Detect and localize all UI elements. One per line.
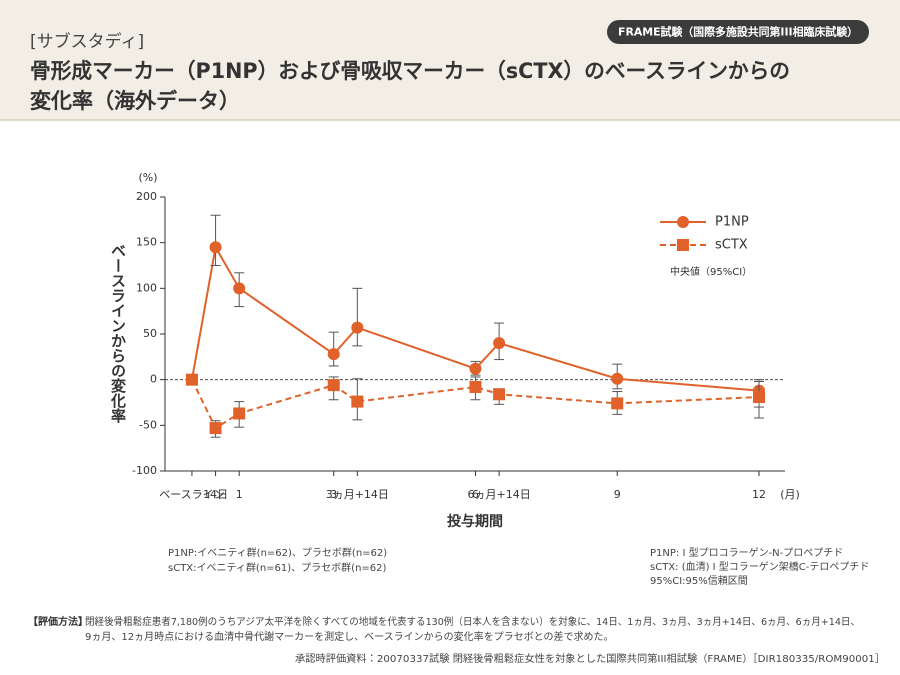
x-axis-title: 投与期間 [447,513,503,530]
footnote: P1NP: I 型プロコラーゲン-N-プロペプチド [650,546,843,559]
title: 変化率（海外データ） [30,89,240,113]
marker [493,337,506,350]
marker [351,395,364,408]
y-tick-label: 0 [150,373,157,386]
marker [185,373,198,386]
y-tick-label: 150 [136,236,157,249]
footnote: sCTX: (血清) I 型コラーゲン架橋C-テロペプチド [650,560,869,573]
method-label: 【評価方法】 [28,615,88,628]
y-tick-label: -100 [132,464,157,477]
legend-label: sCTX [715,238,748,253]
x-tick-label: 6ヵ月+14日 [467,488,530,501]
method-text: 9ヵ月、12ヵ月時点における血清中骨代謝マーカーを測定し、ベースラインからの変化… [85,630,614,643]
legend-marker [677,216,689,228]
x-tick-label: 12 [752,488,766,501]
error-bar [210,214,221,266]
marker [753,391,766,404]
marker [327,379,340,392]
marker [611,372,624,385]
source: 承認時評価資料：20070337試験 閉経後骨粗鬆症女性を対象とした国際共同第I… [295,652,885,665]
x-unit: (月) [780,488,800,501]
x-tick-label: 6 [472,488,479,501]
error-bar [352,287,363,347]
marker [209,422,222,435]
x-tick-label: 9 [614,488,621,501]
badge [607,20,869,44]
series-line [191,379,760,430]
marker [327,348,340,361]
x-tick-label: 14日 [203,488,228,501]
x-tick-label: 3ヵ月+14日 [326,488,389,501]
x-tick-label: 1 [236,488,243,501]
badge-text: FRAME試験（国際多施設共同第III相臨床試験） [618,25,858,39]
marker [209,241,222,254]
footnote: P1NP:イベニティ群(n=62)、プラセボ群(n=62) [168,546,387,559]
marker [611,397,624,410]
legend-marker [677,239,689,251]
footnote: 95%CI:95%信頼区間 [650,574,748,587]
legend-label: P1NP [715,215,749,230]
marker [233,282,246,295]
legend-note: 中央値（95%CI） [670,265,752,278]
marker [351,321,364,334]
x-tick-label: 3 [330,488,337,501]
y-tick-label: 200 [136,190,157,203]
y-tick-label: 50 [143,327,157,340]
y-tick-label: -50 [139,418,157,431]
header-tag: [サブスタディ] [30,31,144,52]
marker [493,388,506,401]
x-tick-label: ベースライン [159,488,224,501]
y-tick-label: 100 [136,281,157,294]
y-unit: (%) [138,171,157,184]
marker [233,407,246,420]
footnote: sCTX:イベニティ群(n=61)、プラセボ群(n=62) [168,561,387,574]
method-text: 閉経後骨粗鬆症患者7,180例のうちアジア太平洋を除くすべての地域を代表する13… [85,615,860,628]
y-axis-title: ベースラインからの変化率 [109,243,127,424]
marker [469,380,482,393]
title: 骨形成マーカー（P1NP）および骨吸収マーカー（sCTX）のベースラインからの [30,59,790,83]
marker [469,362,482,375]
